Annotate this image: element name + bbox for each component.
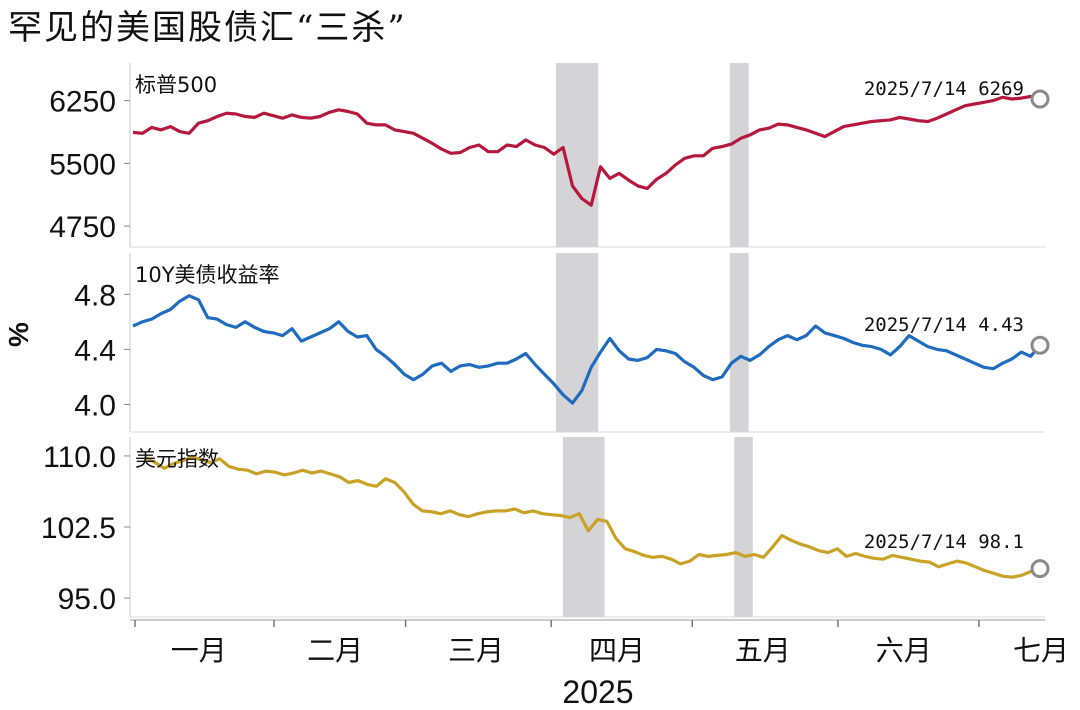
x-tick-label: 二月 — [307, 634, 363, 667]
series-end-marker-0 — [1030, 89, 1050, 109]
x-tick-label: 三月 — [448, 634, 504, 667]
x-axis-label: 2025 — [562, 674, 633, 710]
series-annotation: 2025/7/14 98.1 — [864, 531, 1024, 553]
panel-label: 10Y美债收益率 — [135, 263, 280, 287]
shaded-period-2-1 — [734, 437, 753, 617]
shaded-period-0-0 — [555, 63, 599, 247]
panel-label: 标普500 — [135, 73, 217, 97]
series-line-2 — [145, 455, 1041, 579]
chart-title: 罕见的美国股债汇“三杀” — [8, 8, 407, 48]
y-tick-label: 4.4 — [74, 334, 116, 367]
shaded-period-2-0 — [562, 437, 605, 617]
series-annotation: 2025/7/14 6269 — [864, 78, 1024, 100]
x-tick-label: 四月 — [589, 634, 645, 667]
y-tick-label: 102.5 — [41, 512, 116, 545]
shaded-period-1-1 — [729, 253, 749, 432]
y-tick-label: 6250 — [49, 86, 116, 119]
x-tick-label: 六月 — [876, 634, 932, 667]
y-tick-label: 95.0 — [58, 583, 116, 616]
x-tick-label: 五月 — [735, 634, 791, 667]
series-end-marker-1 — [1030, 335, 1050, 355]
y-axis-label: % — [3, 322, 34, 347]
series-line-0 — [132, 94, 1041, 207]
x-tick-label: 一月 — [171, 634, 227, 667]
y-tick-label: 4750 — [49, 211, 116, 244]
y-tick-label: 110.0 — [43, 441, 116, 474]
panel-label: 美元指数 — [135, 447, 219, 471]
shaded-period-0-1 — [729, 63, 749, 247]
y-tick-label: 5500 — [49, 148, 116, 181]
series-end-marker-2 — [1030, 559, 1050, 579]
x-tick-label: 七月 — [1013, 634, 1069, 667]
y-tick-label: 4.8 — [74, 279, 116, 312]
shaded-period-1-0 — [555, 253, 599, 432]
y-tick-label: 4.0 — [74, 389, 116, 422]
series-annotation: 2025/7/14 4.43 — [864, 314, 1024, 336]
series-line-1 — [132, 294, 1042, 405]
